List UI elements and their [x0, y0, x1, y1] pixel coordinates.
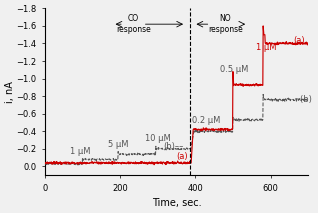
Text: 10 μM: 10 μM [145, 134, 170, 143]
Y-axis label: i, nA: i, nA [5, 81, 15, 103]
Text: (a): (a) [176, 153, 188, 161]
Text: (b)––: (b)–– [163, 142, 184, 151]
Text: ~(b): ~(b) [293, 95, 312, 104]
X-axis label: Time, sec.: Time, sec. [152, 198, 201, 208]
Text: 0.2 μM: 0.2 μM [192, 115, 221, 125]
Text: NO
response: NO response [208, 14, 243, 34]
Text: 1 μM: 1 μM [256, 43, 276, 52]
Text: 0.5 μM: 0.5 μM [219, 65, 248, 75]
Text: 5 μM: 5 μM [108, 140, 128, 149]
Text: (a): (a) [293, 36, 305, 46]
Text: CO
response: CO response [116, 14, 151, 34]
Text: 1 μM: 1 μM [70, 147, 91, 156]
